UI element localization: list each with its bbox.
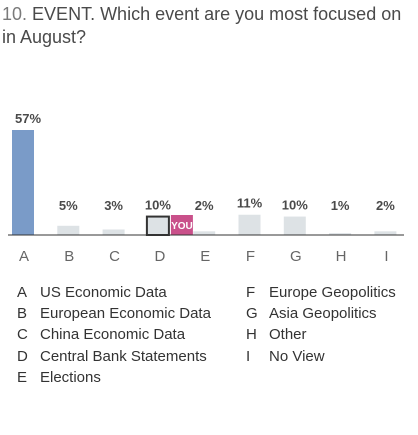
category-label: B bbox=[64, 248, 74, 265]
legend-label: Asia Geopolitics bbox=[269, 305, 377, 323]
legend-label: Other bbox=[269, 326, 307, 344]
value-label: 10% bbox=[282, 198, 308, 213]
legend-key: A bbox=[17, 284, 28, 301]
legend-item-f: F Europe Geopolitics bbox=[246, 282, 396, 303]
legend-key: B bbox=[17, 305, 28, 323]
legend-key: F bbox=[246, 284, 256, 301]
category-label: E bbox=[200, 248, 210, 265]
bar-f bbox=[238, 214, 261, 235]
legend-label: US Economic Data bbox=[40, 284, 167, 301]
bar-b bbox=[57, 225, 80, 235]
category-label: C bbox=[109, 248, 120, 265]
question-title: 10. EVENT. Which event are you most focu… bbox=[2, 3, 412, 49]
legend-label: No View bbox=[269, 347, 325, 365]
legend-item-i: I No View bbox=[246, 346, 396, 367]
legend-item-d: D Central Bank Statements bbox=[17, 346, 211, 367]
legend-key: C bbox=[17, 326, 28, 344]
legend-label: China Economic Data bbox=[40, 326, 186, 344]
legend-key: I bbox=[246, 347, 251, 365]
legend-item-b: B European Economic Data bbox=[17, 303, 211, 324]
category-label: A bbox=[19, 248, 29, 265]
value-label: 11% bbox=[237, 196, 263, 211]
legend-key: D bbox=[17, 347, 28, 365]
category-label: G bbox=[290, 248, 302, 265]
legend-key: H bbox=[246, 326, 257, 344]
question-text: EVENT. Which event are you most focused … bbox=[2, 4, 402, 47]
bar-i bbox=[374, 231, 397, 235]
legend-key: G bbox=[246, 305, 258, 323]
value-label: 1% bbox=[331, 198, 350, 213]
question-number: 10. bbox=[2, 4, 28, 24]
category-label: F bbox=[246, 248, 255, 265]
value-label: 3% bbox=[104, 198, 123, 213]
legend-label: Central Bank Statements bbox=[40, 347, 207, 365]
legend-label: European Economic Data bbox=[40, 305, 211, 323]
category-label: H bbox=[336, 248, 347, 265]
legend-item-c: C China Economic Data bbox=[17, 324, 211, 345]
legend-key: E bbox=[17, 368, 28, 386]
you-marker bbox=[170, 215, 193, 235]
value-label: 2% bbox=[376, 198, 395, 213]
value-label: 10% bbox=[145, 198, 171, 213]
bar-e bbox=[193, 231, 216, 235]
legend-item-h: H Other bbox=[246, 324, 396, 345]
category-label: I bbox=[384, 248, 388, 265]
legend-left: A US Economic Data B European Economic Dat… bbox=[17, 282, 211, 388]
legend-item-e: E Elections bbox=[17, 367, 211, 388]
legend-label: Elections bbox=[40, 368, 101, 386]
bar-h bbox=[329, 233, 352, 235]
category-label: D bbox=[154, 248, 165, 265]
value-label: 57% bbox=[15, 111, 41, 126]
value-label: 5% bbox=[59, 198, 78, 213]
legend-item-a: A US Economic Data bbox=[17, 282, 211, 303]
legend-item-g: G Asia Geopolitics bbox=[246, 303, 396, 324]
bar-d bbox=[145, 215, 170, 237]
value-label: 2% bbox=[195, 198, 214, 213]
you-marker-label: YOU bbox=[171, 221, 193, 232]
legend-label: Europe Geopolitics bbox=[269, 284, 396, 301]
bar-a bbox=[12, 130, 34, 235]
bar-g bbox=[283, 216, 306, 235]
bar-c bbox=[102, 229, 125, 235]
